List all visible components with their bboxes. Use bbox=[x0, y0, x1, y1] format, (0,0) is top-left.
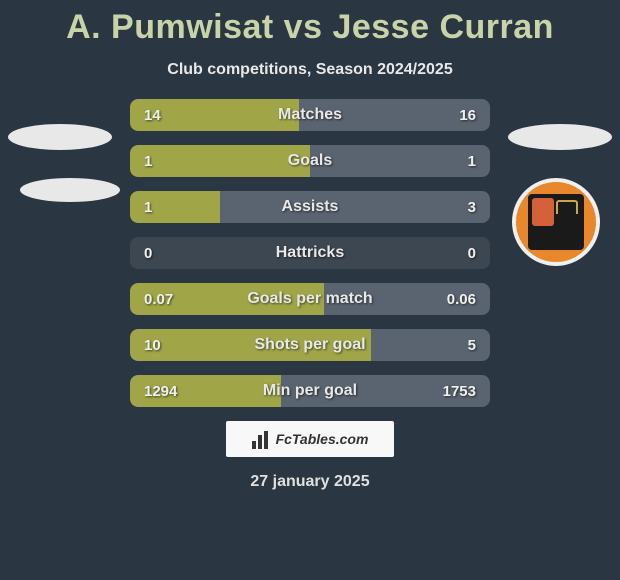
stat-label: Matches bbox=[130, 99, 490, 131]
chart-icon bbox=[252, 429, 272, 449]
stat-row: 12941753Min per goal bbox=[130, 375, 490, 407]
stat-row: 00Hattricks bbox=[130, 237, 490, 269]
stat-label: Goals per match bbox=[130, 283, 490, 315]
date-label: 27 january 2025 bbox=[0, 473, 620, 491]
fctables-logo[interactable]: FcTables.com bbox=[226, 421, 394, 457]
stat-row: 0.070.06Goals per match bbox=[130, 283, 490, 315]
stat-label: Assists bbox=[130, 191, 490, 223]
stat-row: 1416Matches bbox=[130, 99, 490, 131]
stat-row: 13Assists bbox=[130, 191, 490, 223]
stat-label: Goals bbox=[130, 145, 490, 177]
page-title: A. Pumwisat vs Jesse Curran bbox=[0, 0, 620, 47]
stat-row: 11Goals bbox=[130, 145, 490, 177]
stats-container: 1416Matches 11Goals 13Assists 00Hattricks 0.… bbox=[0, 99, 620, 407]
subtitle: Club competitions, Season 2024/2025 bbox=[0, 47, 620, 79]
stat-label: Shots per goal bbox=[130, 329, 490, 361]
logo-text: FcTables.com bbox=[276, 431, 369, 447]
stat-label: Hattricks bbox=[130, 237, 490, 269]
stat-row: 105Shots per goal bbox=[130, 329, 490, 361]
stat-label: Min per goal bbox=[130, 375, 490, 407]
